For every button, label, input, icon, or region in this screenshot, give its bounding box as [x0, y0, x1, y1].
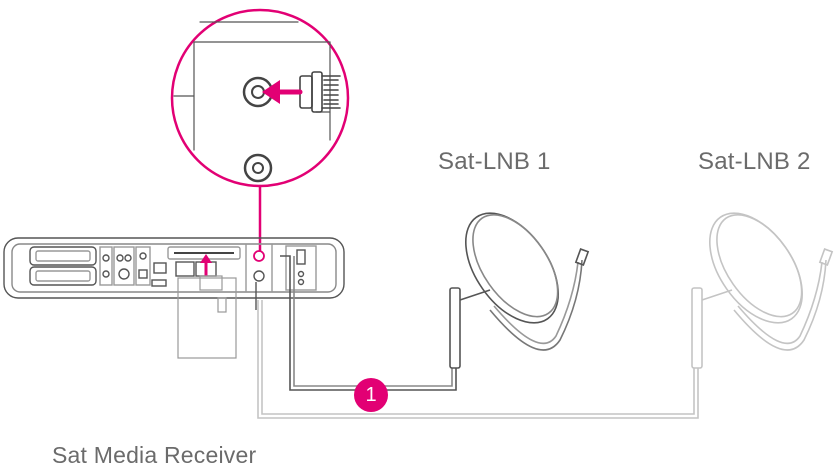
- cable-lnb1: [280, 255, 457, 391]
- satellite-dish-1: [449, 212, 590, 369]
- insert-arrow-icon: [262, 80, 303, 104]
- step-marker: 1: [354, 378, 388, 412]
- zoom-detail: [170, 8, 350, 252]
- lnb2-label: Sat-LNB 2: [698, 148, 811, 175]
- receiver-label: Sat Media Receiver: [52, 442, 257, 468]
- lnb1-label: Sat-LNB 1: [438, 148, 551, 175]
- usb-device: [177, 275, 237, 359]
- receiver-device: [3, 237, 345, 310]
- satellite-dish-2: [691, 212, 834, 369]
- cable-lnb2: [257, 300, 699, 419]
- coax-connector-icon: [299, 71, 341, 113]
